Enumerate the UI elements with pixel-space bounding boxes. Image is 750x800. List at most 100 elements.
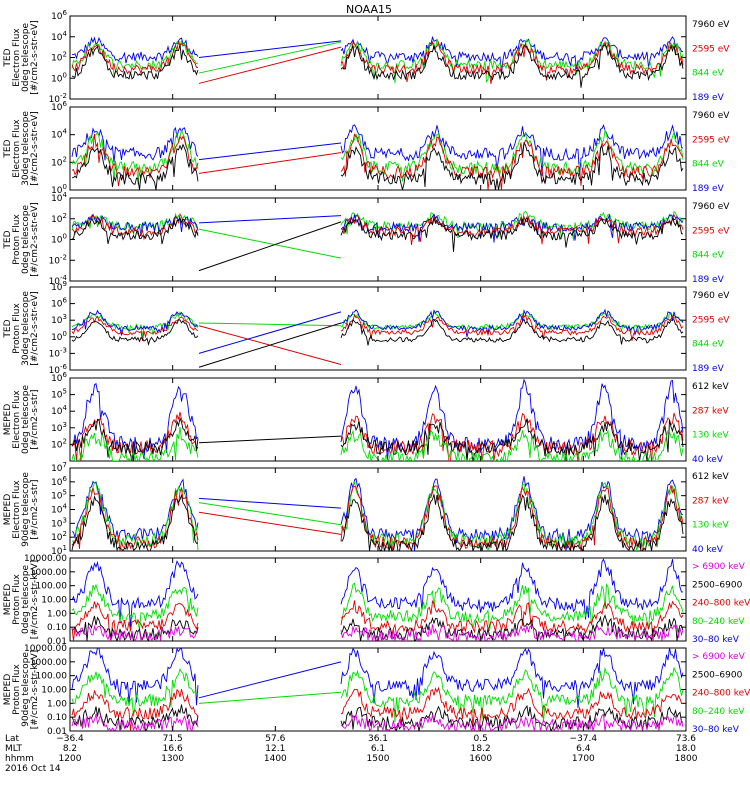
y-tick-label: 10-2 bbox=[49, 253, 67, 266]
gap-line-red bbox=[198, 46, 342, 84]
x-tick-label-mlt: 18.2 bbox=[471, 744, 491, 754]
legend-entry: 30–80 keV bbox=[692, 725, 740, 735]
y-tick-label: 104 bbox=[51, 191, 67, 204]
legend-entry: 844 eV bbox=[692, 160, 725, 170]
y-tick-label: 0.10 bbox=[47, 713, 67, 723]
y-tick-label: 10000.00 bbox=[24, 644, 67, 654]
y-axis-label: Proton Flux bbox=[12, 214, 22, 265]
traces bbox=[71, 35, 684, 88]
gap-line-black bbox=[198, 221, 342, 272]
y-axis-label: 0deg telescope bbox=[21, 205, 31, 275]
x-tick-label-lat: 73.6 bbox=[676, 734, 696, 744]
legend-entry: 2595 eV bbox=[692, 135, 730, 145]
series-red bbox=[71, 212, 684, 245]
y-axis-label: Electron Flux bbox=[12, 119, 22, 178]
y-tick-label: 1000.00 bbox=[30, 568, 67, 578]
y-tick-label: 103 bbox=[51, 421, 67, 434]
y-axis-label: [#/cm2-s-str-eV] bbox=[30, 291, 40, 366]
y-axis-label: [#/cm2-s-str] bbox=[30, 479, 40, 539]
gap-line-blue bbox=[198, 215, 342, 224]
legend-entry: 40 keV bbox=[692, 545, 724, 555]
y-tick-label: 106 bbox=[51, 9, 67, 22]
y-axis-label: [#/cm2-s-str-keV] bbox=[30, 650, 40, 729]
traces bbox=[71, 210, 684, 272]
y-axis-label: Electron Flux bbox=[12, 28, 22, 87]
series-magenta bbox=[71, 713, 684, 731]
y-axis-label: 30deg telescope bbox=[21, 291, 31, 366]
y-axis-label: Electron Flux bbox=[12, 480, 22, 539]
gap-line-green bbox=[198, 322, 342, 327]
series-black bbox=[71, 614, 684, 641]
x-tick-label-lat: 36.1 bbox=[368, 734, 388, 744]
series-blue bbox=[71, 558, 684, 628]
gap-line-blue bbox=[198, 661, 342, 699]
panel-7: 0.01 0.10 1.00 10.00 100.00 1000.00 10000.00 ME… bbox=[3, 554, 750, 647]
legend-entry: 130 keV bbox=[692, 431, 729, 441]
y-axis-label: MEPED bbox=[3, 674, 13, 706]
y-axis-label: [#/cm2-s-str] bbox=[30, 389, 40, 449]
series-green bbox=[71, 582, 684, 631]
y-axis-label: 90deg telescope bbox=[21, 472, 31, 547]
series-blue bbox=[72, 35, 684, 75]
y-axis-label: MEPED bbox=[3, 404, 13, 436]
legend-entry: 189 eV bbox=[692, 364, 725, 374]
legend-entry: 2595 eV bbox=[692, 226, 730, 236]
legend-entry: 844 eV bbox=[692, 340, 725, 350]
legend-entry: 612 keV bbox=[692, 382, 729, 392]
series-black bbox=[71, 318, 684, 347]
x-tick-label-mlt: 8.2 bbox=[63, 744, 77, 754]
panel-3: 10-4 10-2 100 102 104 TED Proton Flux 0deg tele… bbox=[3, 191, 730, 287]
y-tick-label: 105 bbox=[51, 489, 67, 502]
gap-line-black bbox=[198, 322, 342, 368]
y-tick-label: 100.00 bbox=[36, 672, 68, 682]
y-tick-label: 10-4 bbox=[49, 274, 68, 287]
y-tick-label: 10.00 bbox=[41, 596, 67, 606]
y-tick-label: 102 bbox=[51, 437, 67, 450]
x-tick-label-hhmm: 1500 bbox=[367, 754, 390, 764]
legend-entry: 240–800 keV bbox=[692, 689, 750, 699]
x-tick-label-lat: 71.5 bbox=[163, 734, 183, 744]
traces bbox=[71, 378, 684, 461]
series-blue bbox=[71, 648, 684, 709]
y-tick-label: 102 bbox=[51, 530, 67, 543]
x-tick-label-mlt: 6.4 bbox=[576, 744, 591, 754]
legend-entry: 189 eV bbox=[692, 93, 725, 103]
x-row-label: Lat bbox=[5, 734, 20, 744]
y-tick-label: 10-2 bbox=[49, 92, 67, 105]
traces bbox=[71, 648, 684, 731]
traces bbox=[71, 558, 684, 641]
x-tick-label-lat: −36.4 bbox=[56, 734, 84, 744]
y-tick-label: 0.10 bbox=[47, 623, 67, 633]
x-tick-label-mlt: 16.6 bbox=[163, 744, 183, 754]
series-green bbox=[71, 311, 684, 338]
y-tick-label: 100 bbox=[51, 71, 67, 84]
y-tick-label: 100 bbox=[51, 233, 67, 246]
traces bbox=[71, 308, 684, 368]
legend-entry: 7960 eV bbox=[692, 291, 730, 301]
y-tick-label: 105 bbox=[51, 388, 67, 401]
series-blue bbox=[71, 378, 684, 461]
y-tick-label: 104 bbox=[51, 128, 67, 141]
gap-line-green bbox=[198, 691, 342, 704]
y-tick-label: 10000.00 bbox=[24, 554, 67, 564]
x-tick-label-hhmm: 1800 bbox=[675, 754, 698, 764]
y-tick-label: 102 bbox=[51, 212, 67, 225]
y-axis-label: 90deg telescope bbox=[21, 652, 31, 727]
x-tick-label-lat: −37.4 bbox=[570, 734, 598, 744]
x-row-label: MLT bbox=[5, 744, 23, 754]
y-axis-label: [#/cm2-s-str-eV] bbox=[30, 20, 40, 95]
panel-frame bbox=[69, 197, 687, 282]
y-axis-label: Proton Flux bbox=[12, 303, 22, 354]
gap-line-green bbox=[198, 228, 342, 259]
series-magenta bbox=[71, 624, 684, 641]
panel-2: 100 102 104 106 TED Electron Flux 30deg telesc… bbox=[3, 100, 730, 196]
y-axis-label: [#/cm2-s-str-eV] bbox=[30, 202, 40, 277]
y-axis-label: Proton Flux bbox=[12, 574, 22, 625]
panel-5: 102 103 104 105 106 MEPED Electron Flux 0deg te… bbox=[3, 371, 729, 465]
series-blue bbox=[71, 124, 684, 176]
series-black bbox=[71, 44, 684, 88]
y-tick-label: 106 bbox=[51, 100, 67, 113]
series-red bbox=[71, 599, 684, 641]
